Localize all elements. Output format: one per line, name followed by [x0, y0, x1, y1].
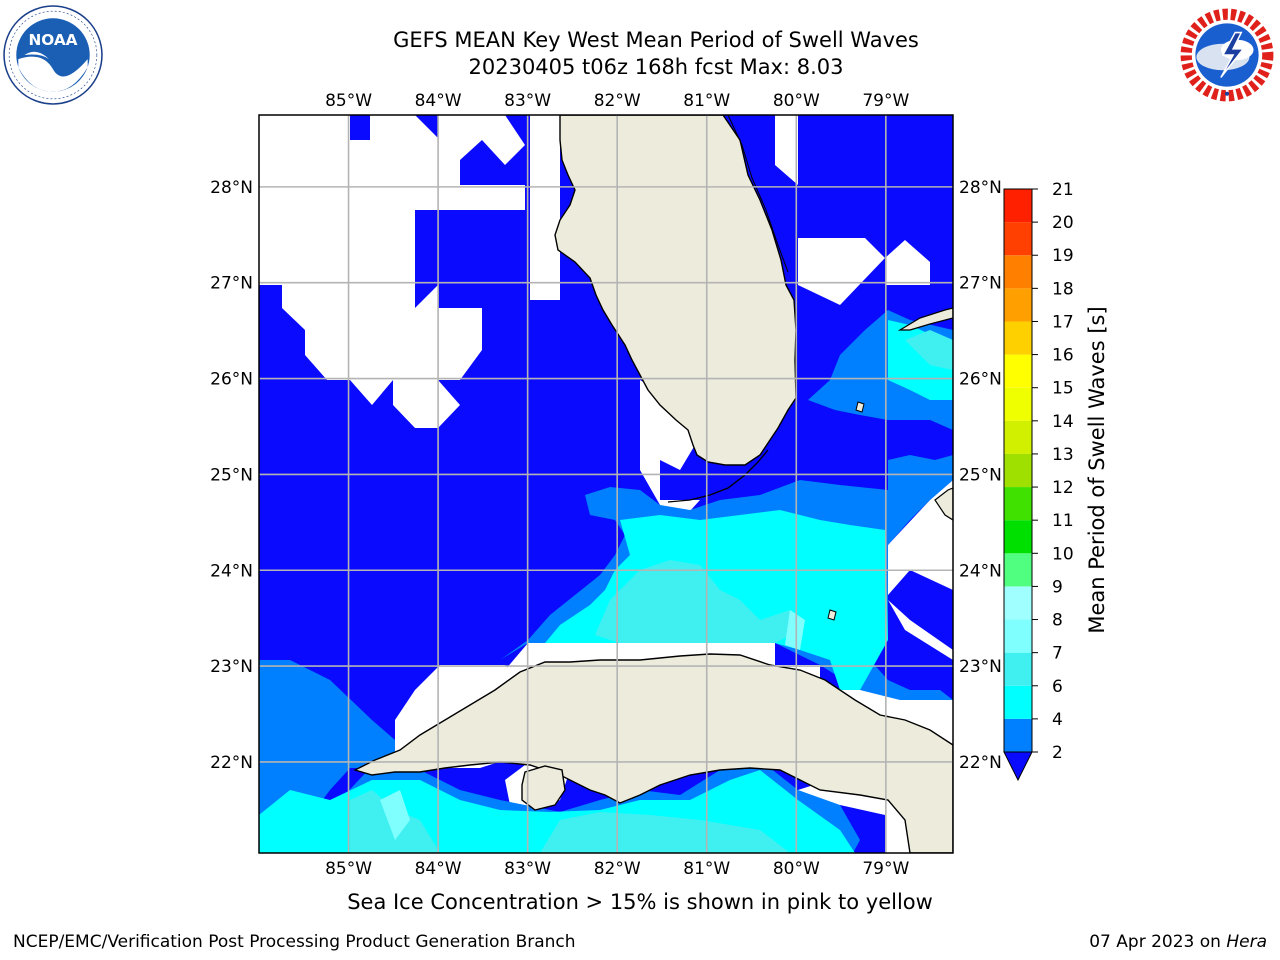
colorbar-bin	[1004, 652, 1032, 686]
colorbar-underflow-triangle	[1003, 751, 1033, 782]
colorbar-tick-label: 8	[1052, 611, 1063, 631]
lat-label-right: 22°N	[959, 753, 1002, 773]
sea-ice-note: Sea Ice Concentration > 15% is shown in …	[347, 890, 933, 914]
lat-label-left: 23°N	[210, 657, 253, 677]
bahamas-small-islands	[827, 401, 865, 621]
footer-date: 07 Apr 2023 on Hera	[1089, 932, 1267, 952]
colorbar-bin	[1004, 453, 1032, 488]
colorbar-tick-label: 13	[1052, 445, 1074, 465]
colorbar-tick-label: 14	[1052, 412, 1074, 432]
lat-labels-left: 28°N 27°N 26°N 25°N 24°N 23°N 22°N	[210, 178, 253, 773]
nws-logo	[1178, 6, 1276, 104]
lon-label-bottom: 84°W	[415, 859, 462, 879]
colorbar-tick-label: 20	[1052, 213, 1074, 233]
bahamas-grand-bahama	[897, 307, 953, 331]
colorbar-outline	[1003, 188, 1033, 753]
lon-label-top: 79°W	[862, 91, 909, 111]
isla-de-la-juventud	[521, 765, 566, 811]
florida-keys	[667, 449, 769, 503]
colorbar-label: Mean Period of Swell Waves [s]	[1085, 306, 1109, 633]
colorbar-tick-label: 15	[1052, 379, 1074, 399]
bahamas-andros	[934, 487, 953, 521]
colorbar-tick-label: 16	[1052, 346, 1074, 366]
lon-label-bottom: 83°W	[504, 859, 551, 879]
colorbar-tick-label: 7	[1052, 644, 1063, 664]
lat-label-right: 24°N	[959, 561, 1002, 581]
colorbar-bin	[1004, 255, 1032, 289]
lon-label-top: 82°W	[594, 91, 641, 111]
colorbar-tick-label: 12	[1052, 478, 1074, 498]
graticule	[259, 115, 953, 853]
map-canvas	[259, 115, 953, 853]
lat-label-right: 23°N	[959, 657, 1002, 677]
colorbar-tick-label: 9	[1052, 577, 1063, 597]
lat-label-left: 27°N	[210, 274, 253, 294]
colorbar-tick-label: 4	[1052, 710, 1063, 730]
swell-field-8-9s	[380, 610, 805, 840]
colorbar-bin	[1004, 586, 1032, 620]
lat-label-right: 25°N	[959, 465, 1002, 485]
florida-east-coast	[727, 115, 789, 273]
map-frame	[258, 114, 954, 854]
lat-label-left: 28°N	[210, 178, 253, 198]
colorbar-bin	[1004, 718, 1032, 752]
noaa-logo: NOAA	[3, 5, 103, 105]
colorbar-bin	[1004, 520, 1032, 554]
lat-labels-right: 28°N 27°N 26°N 25°N 24°N 23°N 22°N	[959, 178, 1002, 773]
colorbar-bin	[1004, 288, 1032, 322]
colorbar-bin	[1004, 354, 1032, 388]
map-subtitle: 20230405 t06z 168h fcst Max: 8.03	[468, 55, 844, 79]
footer-date-text: 07 Apr 2023 on	[1089, 932, 1227, 952]
colorbar-bin	[1004, 420, 1032, 454]
colorbar-bin	[1004, 553, 1032, 587]
lon-label-bottom: 85°W	[325, 859, 372, 879]
lon-labels-bottom: 85°W 84°W 83°W 82°W 81°W 80°W 79°W	[325, 859, 909, 879]
colorbar-tick-label: 11	[1052, 511, 1074, 531]
lon-label-top: 83°W	[504, 91, 551, 111]
lat-label-left: 24°N	[210, 561, 253, 581]
lon-label-bottom: 82°W	[594, 859, 641, 879]
lat-label-right: 27°N	[959, 274, 1002, 294]
colorbar-bin	[1004, 321, 1032, 355]
footer-branch: NCEP/EMC/Verification Post Processing Pr…	[13, 932, 576, 952]
colorbar-bin	[1004, 387, 1032, 421]
florida-landmass	[554, 115, 797, 466]
colorbar-bin	[1004, 487, 1032, 521]
colorbar-tick-label: 10	[1052, 544, 1074, 564]
map-title: GEFS MEAN Key West Mean Period of Swell …	[393, 28, 919, 52]
lon-labels-top: 85°W 84°W 83°W 82°W 81°W 80°W 79°W	[325, 91, 909, 111]
colorbar-bin	[1004, 685, 1032, 719]
noaa-logo-text: NOAA	[28, 31, 77, 49]
lat-label-right: 26°N	[959, 370, 1002, 390]
colorbar-tick-label: 17	[1052, 312, 1074, 332]
colorbar-tick-label: 19	[1052, 246, 1074, 266]
lat-label-left: 25°N	[210, 465, 253, 485]
colorbar-bin	[1004, 222, 1032, 256]
colorbar-tick-label: 21	[1052, 180, 1074, 200]
lon-label-bottom: 80°W	[773, 859, 820, 879]
colorbar-tick-label: 18	[1052, 279, 1074, 299]
lon-label-bottom: 79°W	[862, 859, 909, 879]
colorbar-bin	[1004, 189, 1032, 223]
colorbar-tick-label: 6	[1052, 677, 1063, 697]
lat-label-left: 22°N	[210, 753, 253, 773]
lat-label-right: 28°N	[959, 178, 1002, 198]
colorbar-tick-label: 2	[1052, 743, 1063, 763]
colorbar-tick-labels: 2 4 6 7 8 9 10 11 12 13 14 15 16 17 18 19 20 21	[1032, 180, 1074, 763]
lon-label-top: 80°W	[773, 91, 820, 111]
footer-host: Hera	[1226, 932, 1267, 952]
lon-label-top: 84°W	[415, 91, 462, 111]
colorbar-bin	[1004, 619, 1032, 653]
lat-label-left: 26°N	[210, 370, 253, 390]
lon-label-top: 81°W	[683, 91, 730, 111]
lon-label-top: 85°W	[325, 91, 372, 111]
colorbar	[1003, 188, 1033, 782]
lon-label-bottom: 81°W	[683, 859, 730, 879]
